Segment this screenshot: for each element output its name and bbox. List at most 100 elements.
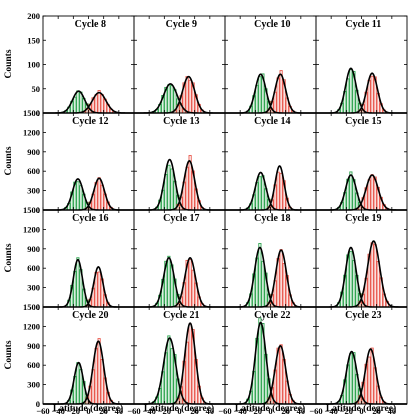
panel-title: Cycle 9	[166, 19, 197, 30]
north-bar	[367, 179, 371, 211]
panel-cycle-12: Cycle 12	[42, 112, 135, 211]
panel-cycle-15: Cycle 15	[315, 112, 408, 211]
panel-cycle-20: Cycle 20	[42, 306, 135, 405]
north-gaussian-fit	[43, 177, 134, 211]
north-gaussian-fit	[134, 160, 225, 211]
y-tick-label: 50	[32, 84, 41, 94]
y-tick-label: 300	[27, 186, 40, 196]
north-bar	[188, 259, 192, 308]
south-bar	[76, 181, 80, 211]
north-bar	[279, 249, 283, 308]
x-tick-label: 20	[281, 406, 290, 415]
south-bar	[167, 335, 171, 405]
panel-title: Cycle 12	[72, 116, 108, 127]
south-bar	[164, 352, 168, 405]
north-bar	[191, 269, 195, 308]
panel-title: Cycle 11	[345, 19, 381, 30]
south-bar	[258, 317, 262, 405]
panel-cycle-14: Cycle 14	[224, 112, 317, 211]
x-tick-label: −40	[142, 406, 155, 415]
x-axis-label-col-3: Latitude (degree)	[235, 403, 305, 414]
x-axis-label-col-1: Latitude (degree)	[53, 403, 123, 414]
north-bar	[185, 76, 189, 114]
panel-title: Cycle 18	[254, 213, 290, 224]
y-tick-label: 900	[27, 341, 40, 351]
x-axis-label-col-2: Latitude (degree)	[144, 403, 214, 414]
south-bar	[258, 176, 262, 211]
y-tick-label: 300	[27, 380, 40, 390]
north-gaussian-fit	[225, 73, 316, 114]
x-axis-label-col-4: Latitude (degree)	[326, 403, 396, 414]
x-tick-label: 0	[268, 406, 272, 415]
south-gaussian-fit	[316, 350, 407, 405]
north-bar	[370, 242, 374, 308]
south-bar	[346, 78, 350, 114]
north-bar	[279, 344, 283, 405]
north-bar	[282, 263, 286, 308]
y-axis-label-row-2: Counts	[4, 146, 14, 175]
south-bar	[261, 260, 265, 308]
x-tick-label: 0	[359, 406, 363, 415]
south-bar	[79, 185, 83, 211]
south-bar	[76, 90, 80, 114]
south-bar	[167, 255, 171, 308]
axes-layer: 0501001502000300600900120015000300600900…	[23, 11, 396, 415]
x-tick-label: −40	[233, 406, 246, 415]
y-tick-label: 0	[36, 108, 40, 118]
panel-frame	[315, 209, 408, 308]
y-tick-label: 600	[27, 263, 40, 273]
panel-cycle-17: Cycle 17	[133, 209, 226, 308]
panel-cycle-22: Cycle 22	[224, 306, 317, 405]
y-tick-label: 150	[27, 35, 40, 45]
y-tick-label: 600	[27, 166, 40, 176]
north-bar	[276, 171, 280, 211]
y-tick-label: 0	[36, 205, 40, 215]
y-tick-label: 100	[27, 60, 40, 70]
south-bar	[258, 243, 262, 308]
x-tick-label: 40	[388, 406, 397, 415]
north-bar	[188, 79, 192, 114]
panel-cycle-18: Cycle 18	[224, 209, 317, 308]
y-tick-label: 900	[27, 244, 40, 254]
panel-cycle-21: Cycle 21	[133, 306, 226, 405]
x-tick-label: 0	[177, 406, 181, 415]
x-tick-label: 40	[297, 406, 306, 415]
panel-frame	[133, 209, 226, 308]
y-tick-label: 0	[36, 399, 40, 409]
x-tick-label: −20	[158, 406, 171, 415]
panel-frame	[42, 15, 135, 114]
south-bar	[167, 84, 171, 114]
panel-title: Cycle 16	[72, 213, 108, 224]
north-bar	[370, 75, 374, 114]
panel-title: Cycle 14	[254, 116, 290, 127]
panel-frame	[315, 15, 408, 114]
panel-title: Cycle 20	[72, 310, 108, 321]
panel-frame	[315, 112, 408, 211]
south-bar	[76, 257, 80, 308]
south-bar	[170, 348, 174, 405]
y-tick-label: 1200	[23, 127, 40, 137]
north-bar	[100, 184, 104, 211]
y-tick-label: 200	[27, 11, 40, 21]
x-tick-label: −60	[218, 406, 231, 415]
panels-layer: Cycle 8 Cycle 9 Cycle 10 Cycle 11 Cycle 12 Cy…	[42, 15, 408, 405]
y-tick-label: 300	[27, 283, 40, 293]
south-bar	[349, 353, 353, 405]
south-bar	[258, 76, 262, 114]
panel-title: Cycle 19	[345, 213, 381, 224]
north-bar	[279, 172, 283, 211]
south-bar	[349, 171, 353, 211]
south-gaussian-fit	[316, 174, 407, 211]
y-tick-label: 1500	[23, 108, 40, 118]
north-gaussian-fit	[225, 249, 316, 308]
north-bar	[367, 356, 371, 405]
panel-title: Cycle 21	[163, 310, 199, 321]
south-bar	[349, 251, 353, 308]
north-bar	[97, 338, 101, 405]
x-tick-label: 20	[99, 406, 108, 415]
north-gaussian-fit	[316, 240, 407, 308]
x-tick-label: 40	[206, 406, 215, 415]
x-tick-label: −20	[249, 406, 262, 415]
x-tick-label: −60	[36, 406, 49, 415]
